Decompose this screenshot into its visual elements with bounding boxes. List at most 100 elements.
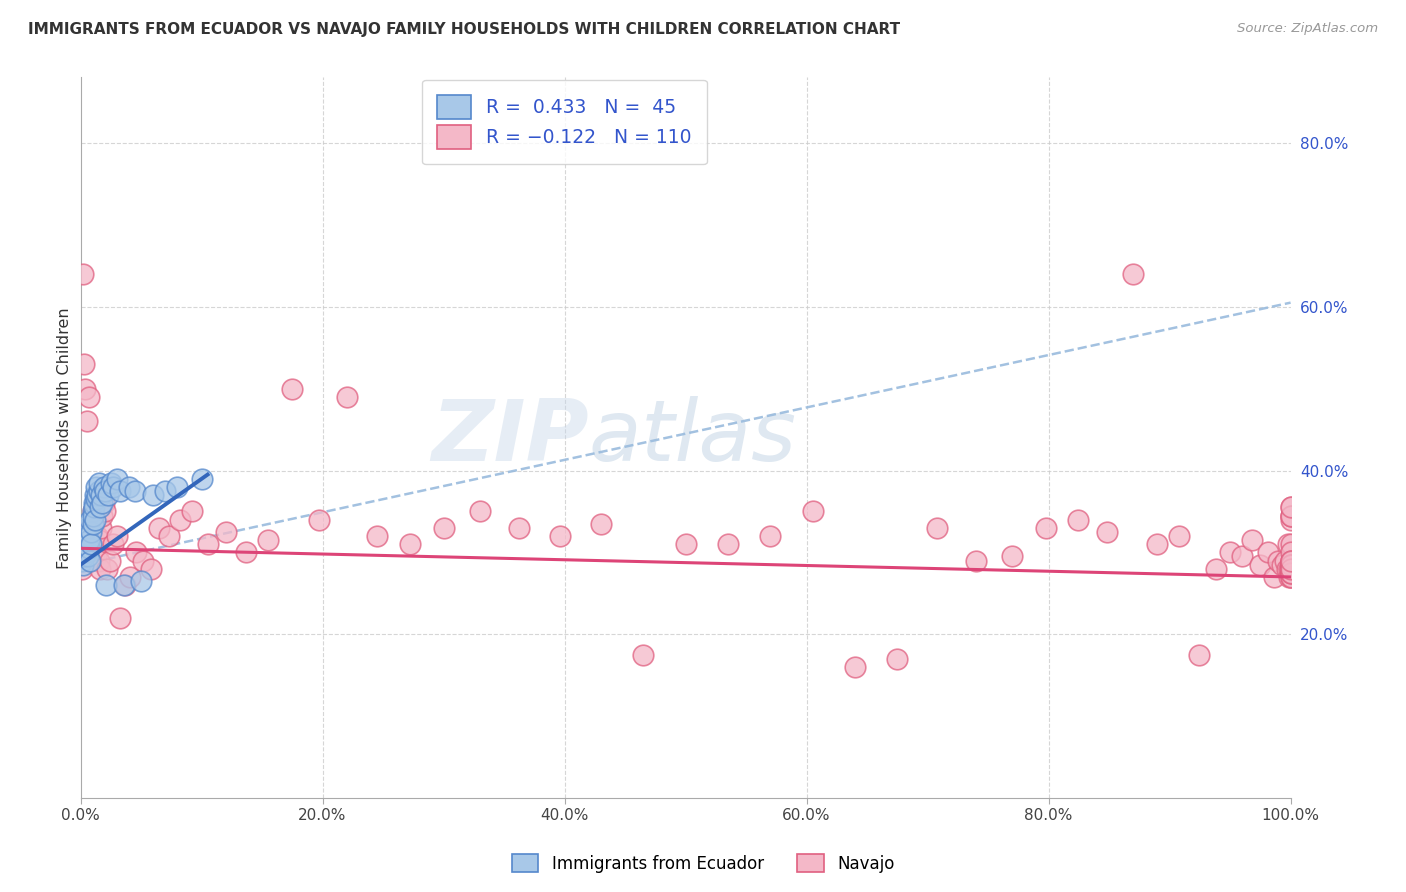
Point: [114, 578, 136, 592]
Point: [105, 529, 128, 543]
Point: [139, 562, 162, 576]
Legend: R =  0.433   N =  45, R = −0.122   N = 110: R = 0.433 N = 45, R = −0.122 N = 110: [422, 79, 707, 164]
Text: IMMIGRANTS FROM ECUADOR VS NAVAJO FAMILY HOUSEHOLDS WITH CHILDREN CORRELATION CH: IMMIGRANTS FROM ECUADOR VS NAVAJO FAMILY…: [28, 22, 900, 37]
Point: [631, 648, 654, 662]
Point: [1279, 545, 1302, 559]
Point: [1001, 549, 1024, 564]
Point: [84, 513, 107, 527]
Point: [87, 483, 110, 498]
Point: [1279, 558, 1302, 572]
Point: [77, 541, 100, 556]
Point: [93, 480, 115, 494]
Point: [166, 480, 188, 494]
Text: Source: ZipAtlas.com: Source: ZipAtlas.com: [1237, 22, 1378, 36]
Point: [927, 521, 949, 535]
Point: [84, 492, 107, 507]
Point: [1168, 529, 1191, 543]
Point: [87, 475, 110, 490]
Point: [1279, 537, 1302, 551]
Point: [886, 652, 908, 666]
Point: [1279, 500, 1302, 515]
Point: [1066, 513, 1088, 527]
Point: [1279, 570, 1302, 584]
Point: [75, 537, 97, 551]
Point: [1279, 558, 1302, 572]
Point: [80, 524, 103, 539]
Point: [1095, 524, 1118, 539]
Point: [308, 513, 330, 527]
Point: [1146, 537, 1168, 551]
Point: [257, 533, 280, 548]
Point: [1279, 553, 1302, 567]
Point: [1240, 533, 1263, 548]
Point: [96, 562, 118, 576]
Point: [77, 390, 100, 404]
Text: ZIP: ZIP: [432, 396, 589, 479]
Point: [1205, 562, 1227, 576]
Point: [844, 660, 866, 674]
Point: [94, 578, 117, 592]
Point: [1035, 521, 1057, 535]
Point: [155, 483, 177, 498]
Point: [1279, 566, 1302, 580]
Point: [72, 558, 94, 572]
Point: [79, 553, 101, 567]
Point: [1279, 566, 1302, 580]
Point: [235, 545, 257, 559]
Point: [1249, 558, 1271, 572]
Point: [73, 357, 96, 371]
Point: [1279, 553, 1302, 567]
Point: [1274, 553, 1296, 567]
Point: [508, 521, 530, 535]
Point: [148, 521, 170, 535]
Point: [82, 504, 104, 518]
Point: [1279, 558, 1302, 572]
Point: [75, 382, 97, 396]
Legend: Immigrants from Ecuador, Navajo: Immigrants from Ecuador, Navajo: [505, 847, 901, 880]
Point: [675, 537, 697, 551]
Point: [1122, 267, 1144, 281]
Point: [84, 549, 107, 564]
Point: [89, 562, 111, 576]
Point: [1275, 562, 1298, 576]
Point: [84, 541, 107, 556]
Point: [93, 483, 115, 498]
Point: [1279, 566, 1302, 580]
Point: [91, 508, 114, 523]
Point: [468, 504, 491, 518]
Point: [82, 504, 104, 518]
Point: [142, 488, 165, 502]
Point: [1279, 553, 1302, 567]
Point: [129, 574, 152, 588]
Point: [1219, 545, 1241, 559]
Point: [72, 267, 94, 281]
Point: [79, 553, 101, 567]
Point: [1279, 558, 1302, 572]
Point: [70, 553, 93, 567]
Point: [76, 529, 98, 543]
Point: [86, 529, 108, 543]
Point: [1279, 508, 1302, 523]
Point: [215, 524, 238, 539]
Point: [1278, 562, 1301, 576]
Point: [432, 521, 454, 535]
Point: [80, 537, 103, 551]
Point: [125, 545, 148, 559]
Point: [89, 500, 111, 515]
Point: [84, 480, 107, 494]
Point: [1278, 570, 1301, 584]
Point: [93, 504, 115, 518]
Point: [801, 504, 824, 518]
Point: [1279, 500, 1302, 515]
Point: [1279, 562, 1302, 576]
Point: [717, 537, 740, 551]
Point: [83, 549, 105, 564]
Point: [84, 488, 107, 502]
Point: [366, 529, 388, 543]
Point: [70, 562, 93, 576]
Point: [1271, 558, 1294, 572]
Point: [1279, 562, 1302, 576]
Point: [157, 529, 180, 543]
Point: [759, 529, 782, 543]
Point: [1279, 513, 1302, 527]
